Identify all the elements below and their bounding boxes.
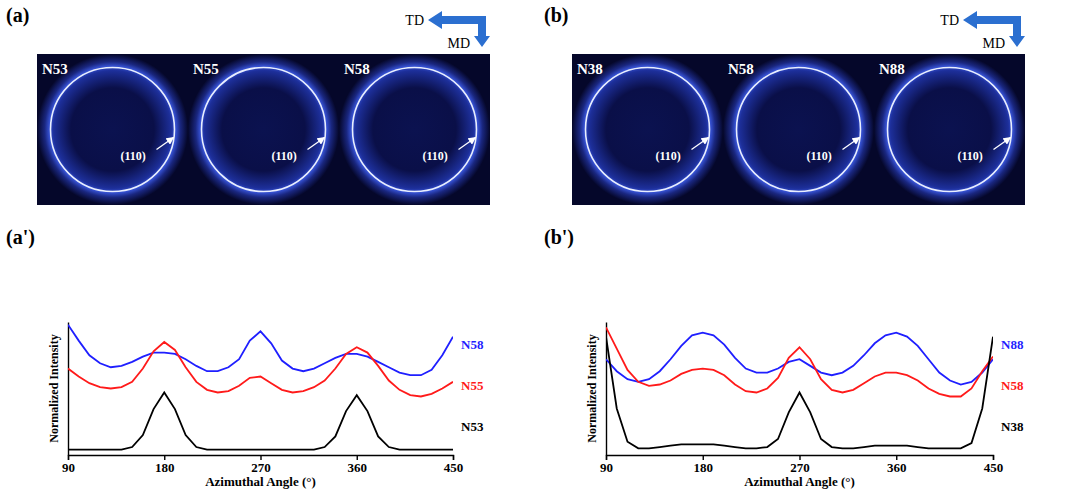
- image-background: [572, 54, 723, 205]
- image-label: N55: [193, 61, 219, 77]
- reflection-arrow: [692, 138, 709, 150]
- reflection-label: (110): [272, 149, 297, 163]
- chart: (b') 90 180 270 360 450 Azimuthal Angle (°) Nor…: [544, 226, 1024, 489]
- reflection-arrow: [459, 138, 476, 150]
- x-tick: 450: [444, 455, 464, 475]
- x-tick-label: 450: [444, 460, 464, 475]
- reflection-arrow: [994, 138, 1011, 150]
- series-label: N53: [461, 419, 484, 434]
- diffraction-image: N55 (110): [188, 54, 339, 205]
- reflection-label: (110): [807, 149, 832, 163]
- series-label: N58: [461, 337, 484, 352]
- x-axis: 90 180 270 360 450: [600, 455, 1003, 475]
- direction-label: MD: [447, 36, 470, 51]
- x-tick: 90: [62, 455, 75, 475]
- x-tick: 450: [984, 455, 1004, 475]
- image-panel: (b) N38 (110) N58 (110) N88 (110) TD MD: [544, 4, 1025, 205]
- reflection-label: (110): [958, 149, 983, 163]
- direction-label: MD: [982, 36, 1005, 51]
- reflection-ring: [737, 68, 861, 192]
- x-tick-label: 270: [251, 460, 271, 475]
- x-tick-label: 90: [62, 460, 75, 475]
- diffraction-image: N58 (110): [339, 54, 490, 205]
- image-background: [339, 54, 490, 205]
- image-label: N88: [879, 61, 905, 77]
- chart: (a') 90 180 270 360 450 Azimuthal Angle (°) Nor…: [6, 226, 484, 489]
- series-label: N58: [1001, 378, 1024, 393]
- diffraction-image: N53 (110): [37, 54, 188, 205]
- x-tick-label: 270: [790, 460, 810, 475]
- y-axis-line: [68, 323, 69, 456]
- image-label: N58: [344, 61, 370, 77]
- y-axis-title: Normalized Intensity: [585, 334, 599, 442]
- image-label: N53: [42, 61, 68, 77]
- series-line: [606, 333, 993, 385]
- x-axis: 90 180 270 360 450: [62, 455, 463, 475]
- image-background: [37, 54, 188, 205]
- series-line: [68, 392, 453, 449]
- direction-label: TD: [940, 13, 959, 28]
- reflection-arrow: [843, 138, 860, 150]
- reflection-label: (110): [121, 149, 146, 163]
- series-label: N88: [1001, 337, 1024, 352]
- figure: (a) N53 (110) N55 (110) N58 (110) TD MD (b) N38 (11…: [0, 0, 1077, 494]
- reflection-ring: [202, 68, 326, 192]
- diffraction-image: N88 (110): [874, 54, 1025, 205]
- x-tick: 270: [790, 455, 810, 475]
- x-tick: 360: [348, 455, 368, 475]
- x-tick: 90: [600, 455, 613, 475]
- image-label: N58: [728, 61, 754, 77]
- reflection-ring: [888, 68, 1012, 192]
- series-line: [68, 325, 453, 376]
- image-background: [723, 54, 874, 205]
- reflection-arrow: [308, 138, 325, 150]
- x-tick-label: 450: [984, 460, 1004, 475]
- image-background: [188, 54, 339, 205]
- diffraction-image: N58 (110): [723, 54, 874, 205]
- reflection-ring: [51, 68, 175, 192]
- y-axis: [68, 323, 69, 456]
- panel-letter: (a'): [6, 226, 35, 249]
- x-tick: 360: [887, 455, 907, 475]
- image-background: [874, 54, 1025, 205]
- x-tick-label: 180: [155, 460, 175, 475]
- x-tick-label: 360: [887, 460, 907, 475]
- x-axis-title: Azimuthal Angle (°): [744, 474, 855, 489]
- panel-letter: (b'): [544, 226, 574, 249]
- series-line: [68, 342, 453, 397]
- reflection-arrow: [157, 138, 174, 150]
- series-label: N55: [461, 378, 484, 393]
- x-axis-title: Azimuthal Angle (°): [205, 474, 316, 489]
- panel-letter: (b): [544, 4, 568, 27]
- series-line: [606, 327, 993, 396]
- reflection-label: (110): [656, 149, 681, 163]
- plot-area: [606, 327, 993, 448]
- x-tick: 180: [155, 455, 175, 475]
- x-tick-label: 360: [348, 460, 368, 475]
- series-label: N38: [1001, 419, 1024, 434]
- image-label: N38: [577, 61, 603, 77]
- direction-label: TD: [405, 13, 424, 28]
- plot-area: [68, 325, 453, 450]
- x-tick: 270: [251, 455, 271, 475]
- image-panel: (a) N53 (110) N55 (110) N58 (110) TD MD: [6, 4, 490, 205]
- y-axis-title: Normalized Intensity: [47, 334, 61, 442]
- direction-icon: TD MD: [405, 11, 490, 51]
- direction-icon: TD MD: [940, 11, 1025, 51]
- x-tick: 180: [694, 455, 714, 475]
- reflection-ring: [353, 68, 477, 192]
- series-line: [606, 337, 993, 449]
- reflection-label: (110): [423, 149, 448, 163]
- x-tick-label: 180: [694, 460, 714, 475]
- panel-letter: (a): [6, 4, 29, 27]
- x-tick-label: 90: [600, 460, 613, 475]
- reflection-ring: [586, 68, 710, 192]
- diffraction-image: N38 (110): [572, 54, 723, 205]
